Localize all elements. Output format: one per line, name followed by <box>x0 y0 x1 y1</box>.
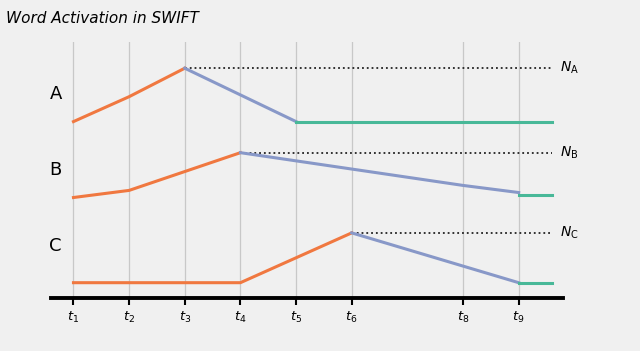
Text: A: A <box>49 85 62 103</box>
Text: Word Activation in SWIFT: Word Activation in SWIFT <box>6 11 199 26</box>
Text: C: C <box>49 237 62 255</box>
Text: $\mathit{N}_\mathregular{C}$: $\mathit{N}_\mathregular{C}$ <box>561 225 579 241</box>
Text: $\mathit{N}_\mathregular{A}$: $\mathit{N}_\mathregular{A}$ <box>561 60 579 77</box>
Text: B: B <box>49 161 62 179</box>
Text: $\mathit{N}_\mathregular{B}$: $\mathit{N}_\mathregular{B}$ <box>561 145 579 161</box>
